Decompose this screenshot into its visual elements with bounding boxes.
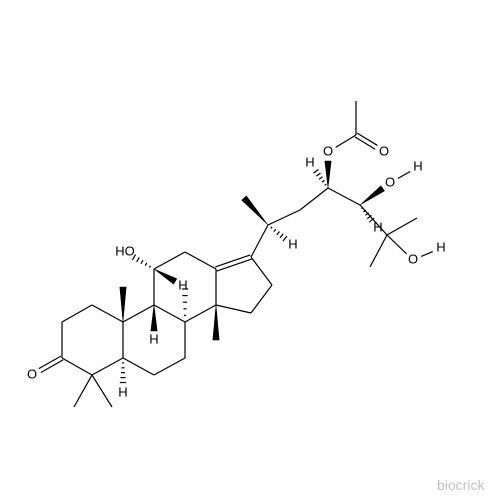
atom-label-H23: H [305, 154, 314, 169]
atom-label-H11: H [178, 277, 187, 292]
atom-label-H5: H [118, 384, 127, 399]
atom-label-H25: H [436, 239, 445, 254]
molecule-diagram: OHHHOHHHOOHOHOH [0, 0, 500, 500]
atom-label-H24a: H [413, 158, 422, 173]
atom-label-O23: O [323, 143, 333, 158]
atom-label-O11: HO [115, 243, 135, 258]
atom-label-O24: O [385, 174, 395, 189]
atom-label-O25: O [408, 251, 418, 266]
atom-label-Oac: O [379, 143, 389, 158]
atom-label-H20: H [288, 236, 297, 251]
atom-label-H9: H [149, 331, 158, 346]
atom-label-O3: O [27, 366, 37, 381]
watermark-text: biocrick [437, 477, 484, 493]
atom-label-H24: H [373, 219, 382, 234]
